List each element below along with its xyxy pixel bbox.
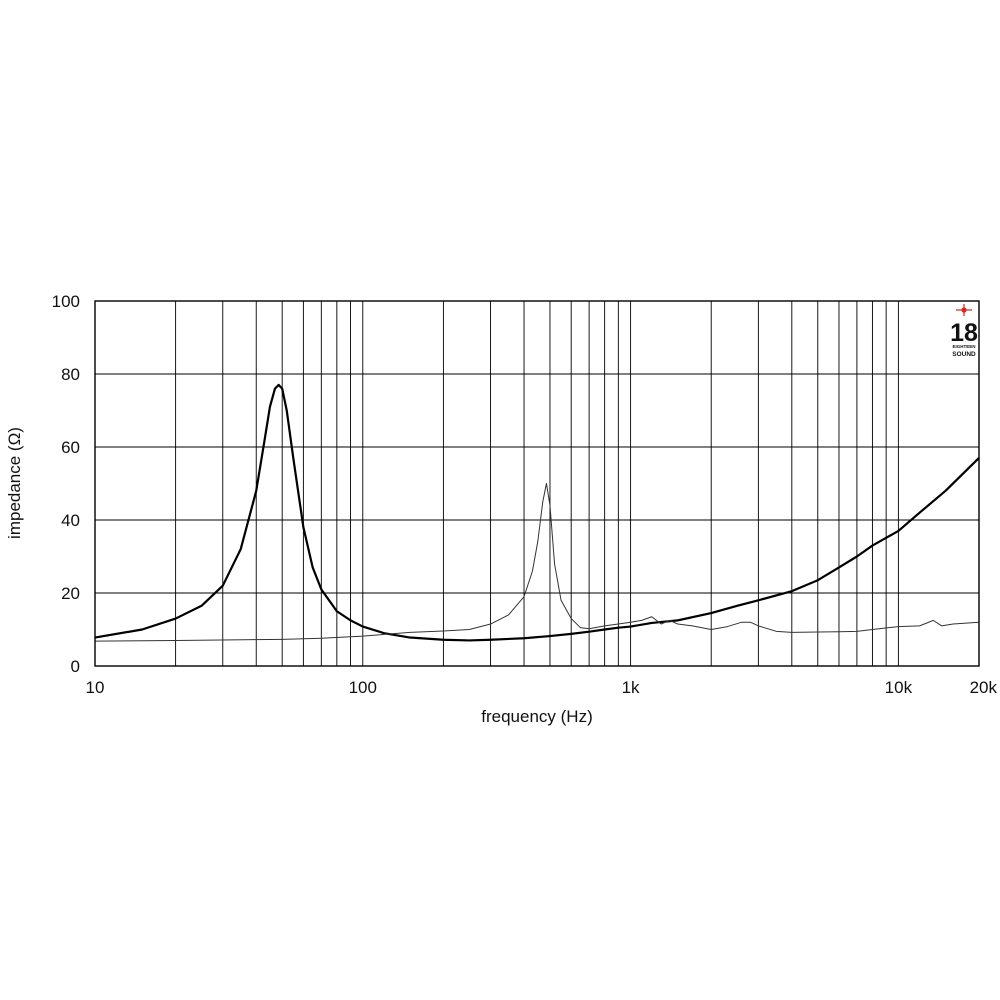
plot-frame [94, 300, 980, 667]
logo-line2: SOUND [952, 351, 976, 358]
y-tick-label: 40 [61, 511, 80, 530]
x-axis-title: frequency (Hz) [481, 707, 592, 726]
x-tick-label: 100 [349, 678, 377, 697]
x-tick-label: 10k [885, 678, 913, 697]
series-line-1 [94, 383, 980, 642]
red-star-icon [956, 304, 972, 316]
logo-number: 18 [950, 319, 978, 347]
x-tick-label: 1k [622, 678, 640, 697]
grid [94, 300, 980, 667]
series-line-2 [94, 483, 980, 642]
y-tick-label: 80 [61, 365, 80, 384]
y-tick-label: 60 [61, 438, 80, 457]
eighteen-sound-logo: 18 EIGHTEEN SOUND [950, 304, 978, 358]
y-tick-label: 20 [61, 584, 80, 603]
series-group [94, 383, 980, 642]
tick-labels: 0 20 40 60 80 100 10 100 1k 10k 20k [52, 292, 998, 697]
x-tick-label: 10 [86, 678, 105, 697]
x-tick-label: 20k [970, 678, 998, 697]
y-tick-label: 100 [52, 292, 80, 311]
y-axis-title: impedance (Ω) [5, 427, 24, 539]
logo-line1: EIGHTEEN [952, 344, 975, 349]
y-tick-label: 0 [71, 657, 80, 676]
